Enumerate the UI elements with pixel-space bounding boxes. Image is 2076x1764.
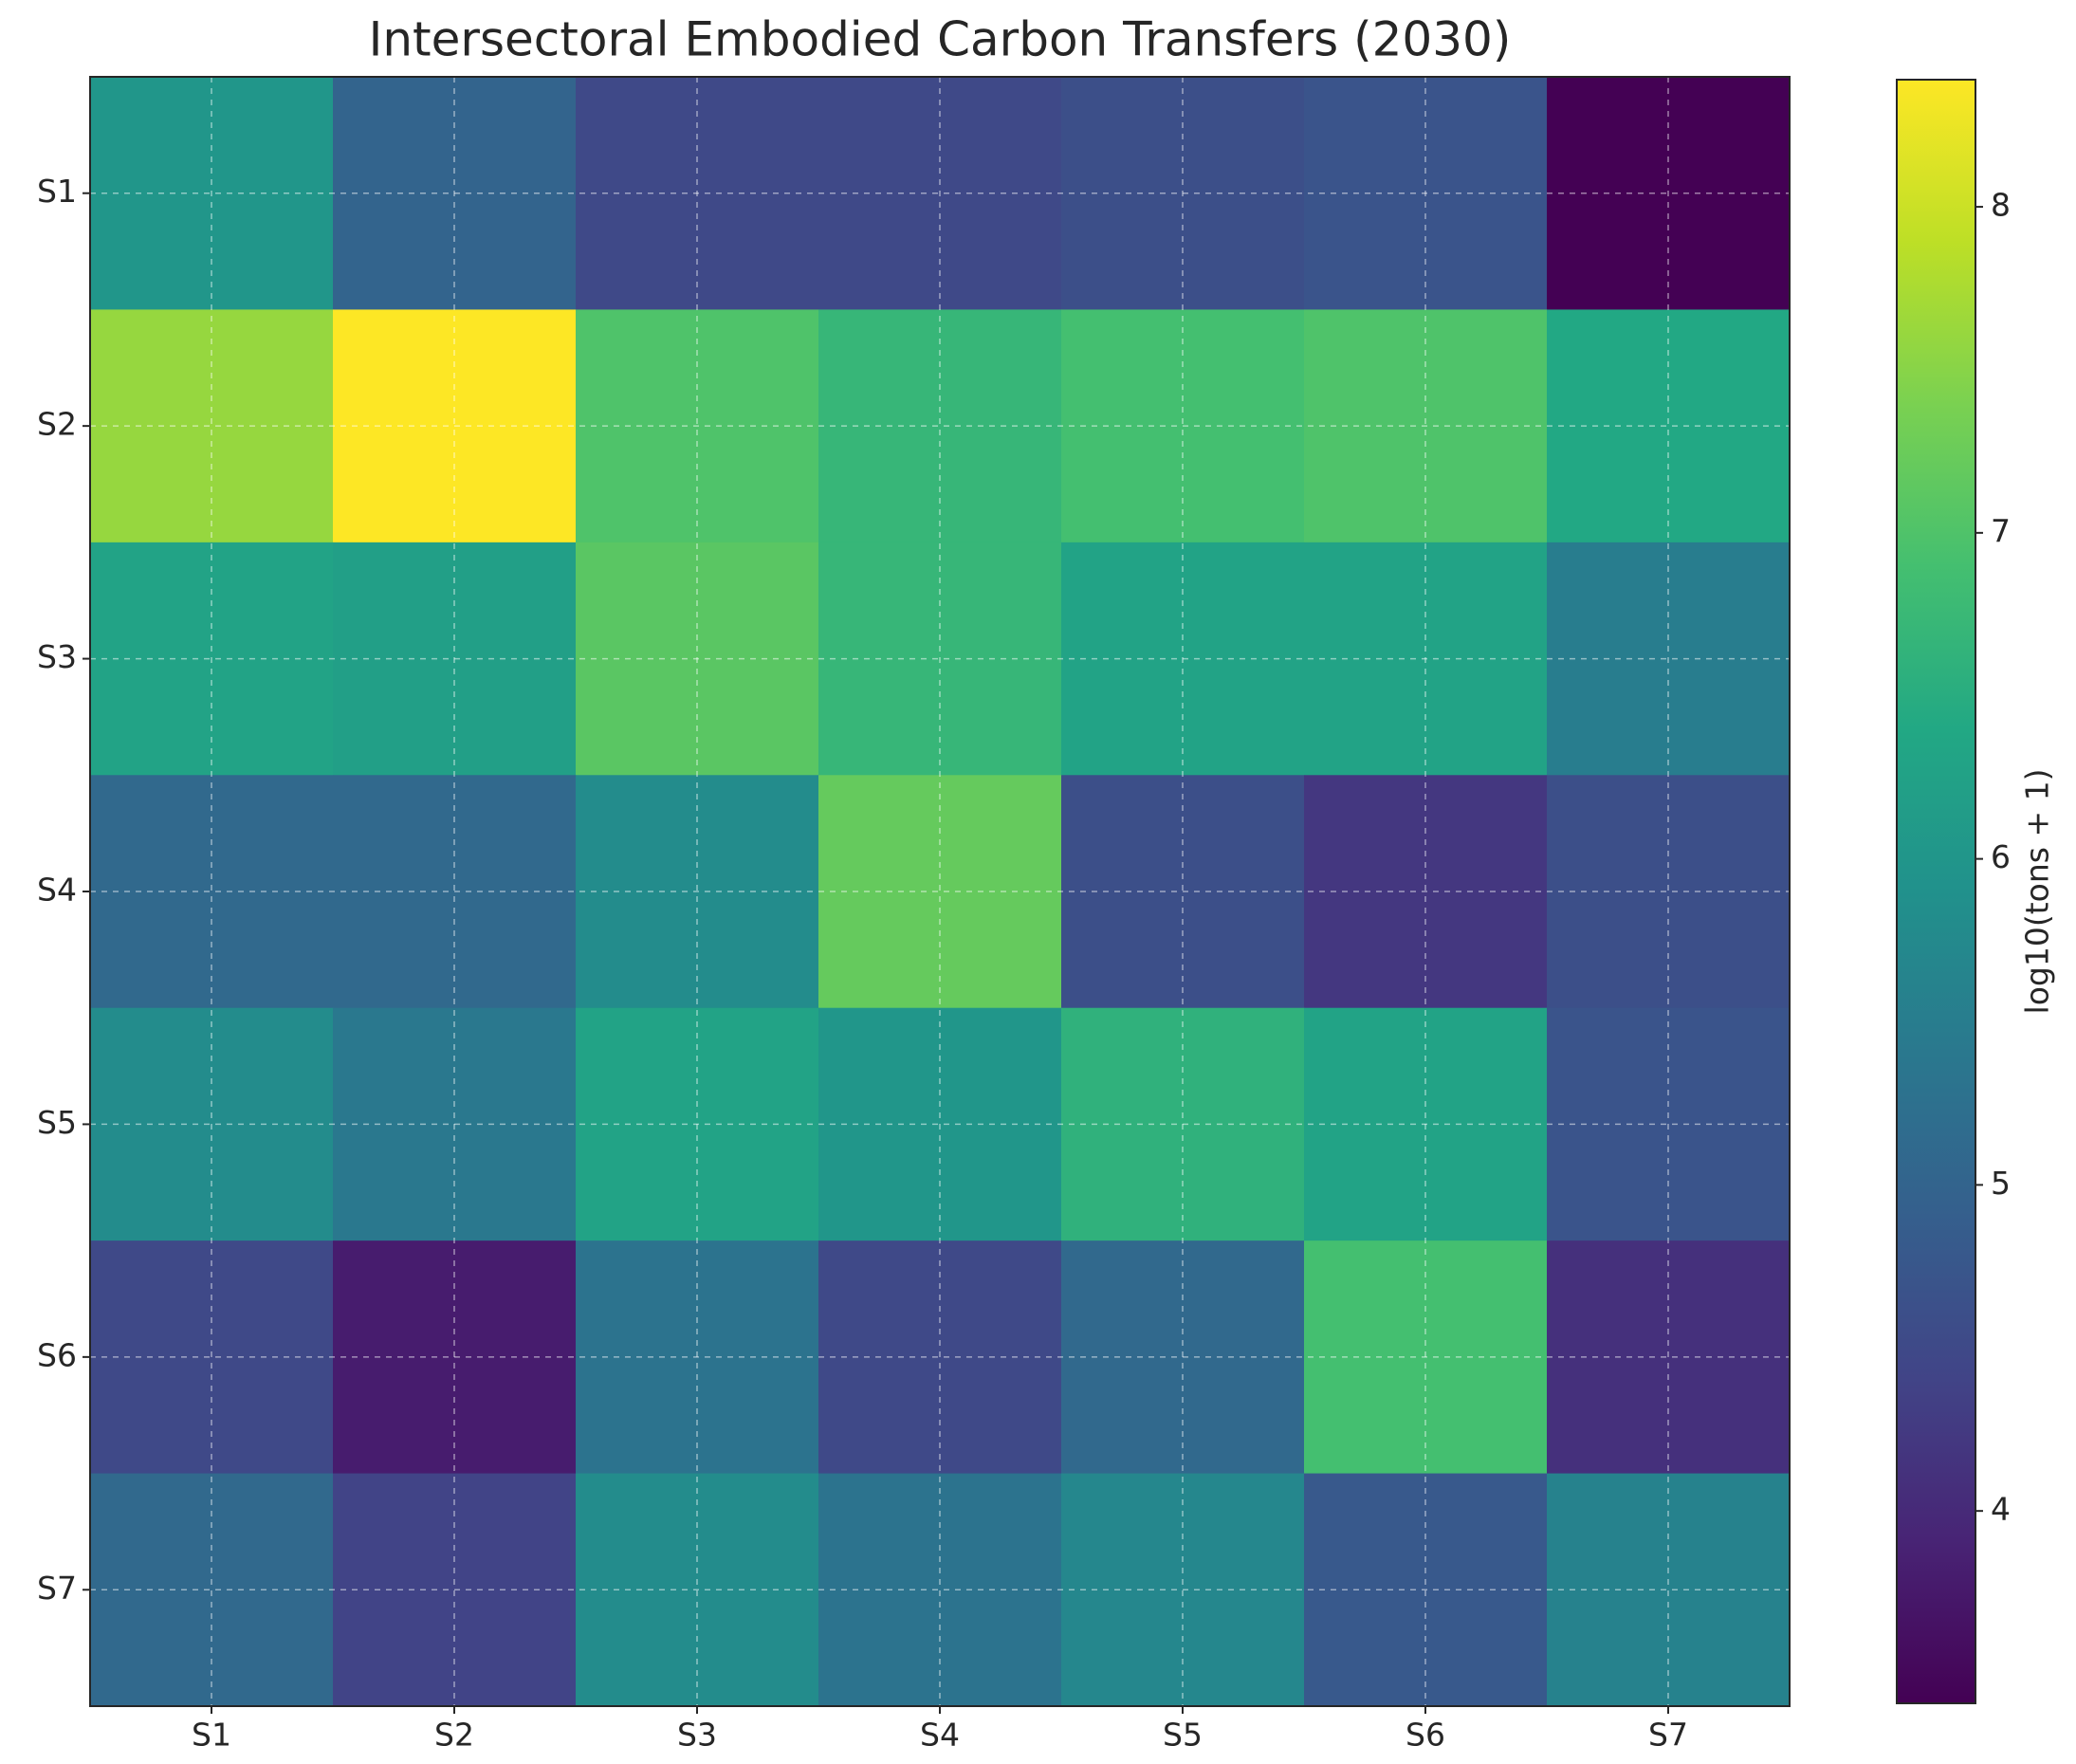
x-tick-label: S4 <box>920 1717 960 1754</box>
y-tick-label: S6 <box>37 1336 77 1373</box>
x-tick-label: S1 <box>192 1717 231 1754</box>
chart-title: Intersectoral Embodied Carbon Transfers … <box>369 12 1512 67</box>
colorbar-tick-label: 8 <box>1991 187 2011 224</box>
x-tick-label: S7 <box>1648 1717 1688 1754</box>
x-tick-label: S5 <box>1163 1717 1203 1754</box>
colorbar-tick-label: 4 <box>1991 1491 2011 1528</box>
x-tick-label: S6 <box>1405 1717 1445 1754</box>
colorbar-label: log10(tons + 1) <box>2019 769 2056 1015</box>
colorbar-tick-label: 5 <box>1991 1165 2011 1202</box>
x-tick-label: S2 <box>434 1717 474 1754</box>
x-tick-label: S3 <box>677 1717 717 1754</box>
heat-cell <box>818 309 1062 543</box>
colorbar <box>1896 79 1976 1704</box>
y-tick-label: S3 <box>37 638 77 675</box>
y-tick-label: S5 <box>37 1104 77 1141</box>
y-tick-label: S1 <box>37 173 77 210</box>
heat-cell <box>1547 309 1791 543</box>
y-tick-label: S4 <box>37 872 77 909</box>
y-tick-label: S2 <box>37 406 77 443</box>
colorbar-tick-label: 7 <box>1991 512 2011 549</box>
y-tick-label: S7 <box>37 1570 77 1607</box>
heat-cell <box>90 309 334 543</box>
colorbar-tick-label: 6 <box>1991 838 2011 875</box>
